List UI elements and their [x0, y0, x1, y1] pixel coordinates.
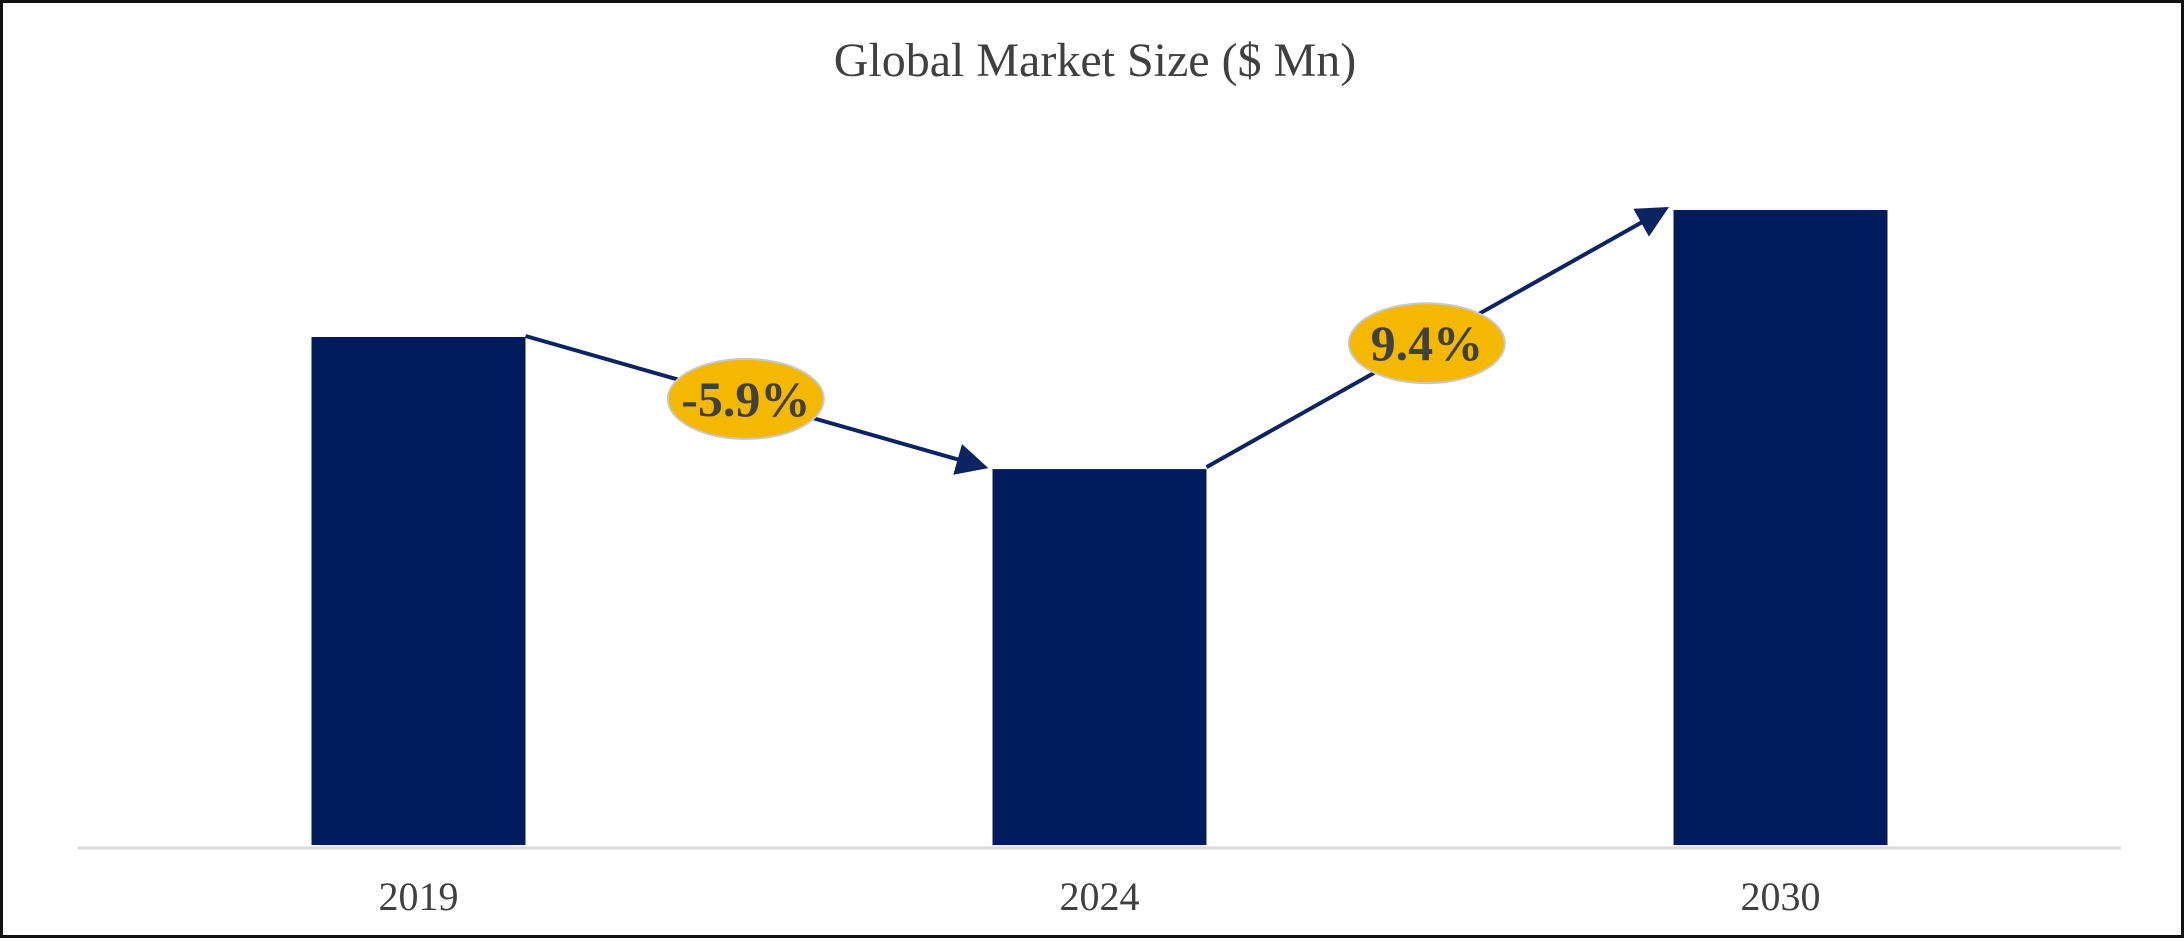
- x-tick-label: 2024: [1060, 874, 1140, 919]
- bars-group: [311, 210, 1888, 845]
- cagr-label-1: -5.9%: [681, 371, 810, 427]
- cagr-badge-2: [1347, 302, 1506, 385]
- bar-2030: [1673, 210, 1888, 845]
- bar-chart: 2019 2024 2030 -5.9% 9.4%: [78, 207, 2121, 919]
- x-tick-label: 2030: [1741, 874, 1821, 919]
- cagr-label-2: 9.4%: [1371, 315, 1484, 371]
- x-tick-label: 2019: [379, 874, 459, 919]
- growth-annotations: -5.9% 9.4%: [524, 207, 1669, 475]
- bar-2024: [992, 469, 1207, 845]
- bar-2019: [311, 337, 526, 845]
- cagr-badge-1: [666, 357, 825, 440]
- chart-title: Global Market Size ($ Mn): [833, 34, 1357, 87]
- x-tick-labels: 2019 2024 2030: [379, 874, 1821, 919]
